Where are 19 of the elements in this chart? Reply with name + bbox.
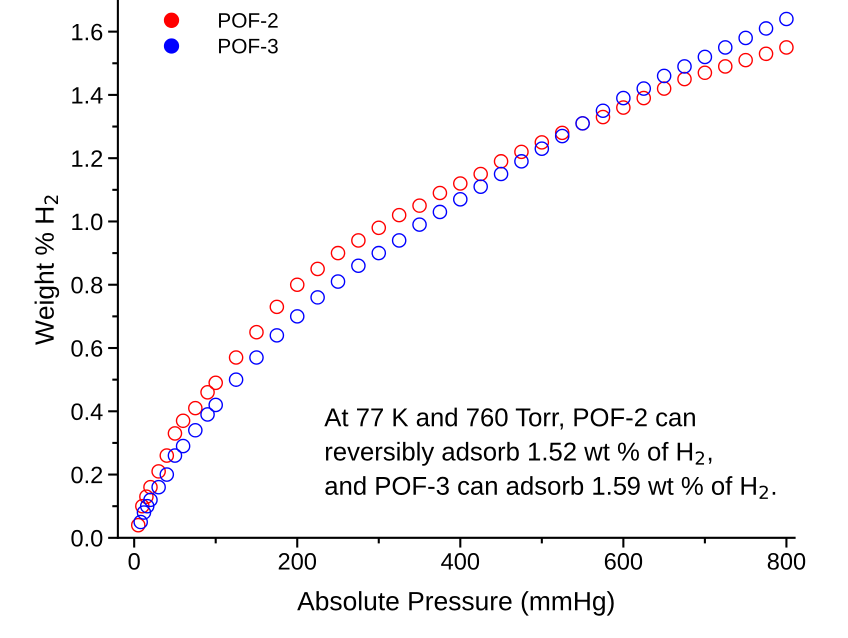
x-tick-label: 800 — [768, 553, 806, 570]
x-tick-label: 400 — [441, 553, 480, 570]
y-tick-label: 0.8 — [71, 276, 102, 294]
y-tick-label: 0.0 — [71, 530, 102, 547]
x-tick-label: 600 — [604, 553, 642, 570]
y-tick-label: 1.0 — [72, 214, 102, 230]
y-axis-title: Weight % H$_{2}$ — [34, 196, 60, 345]
x-tick-label: 0 — [128, 553, 140, 570]
legend-label: POF-3 — [219, 38, 278, 54]
y-tick-label: 1.6 — [72, 24, 102, 40]
annotation: At 77 K and 760 Torr, POF-2 can reversibly adsorb 1.52 wt % of H$_{2}$, and POF-3 can adsorb 1.59 wt % of H$_{2}$. — [324, 408, 776, 499]
x-axis-title: Absolute Pressure (mmHg) — [297, 591, 614, 616]
y-tick-label: 1.2 — [72, 150, 102, 167]
legend-label: POF-2 — [219, 13, 278, 28]
y-tick-label: 0.6 — [71, 340, 102, 357]
y-tick-label: 1.4 — [72, 87, 103, 104]
y-tick-label: 0.4 — [71, 403, 103, 420]
y-tick-label: 0.2 — [71, 466, 102, 484]
x-tick-label: 200 — [278, 553, 316, 570]
